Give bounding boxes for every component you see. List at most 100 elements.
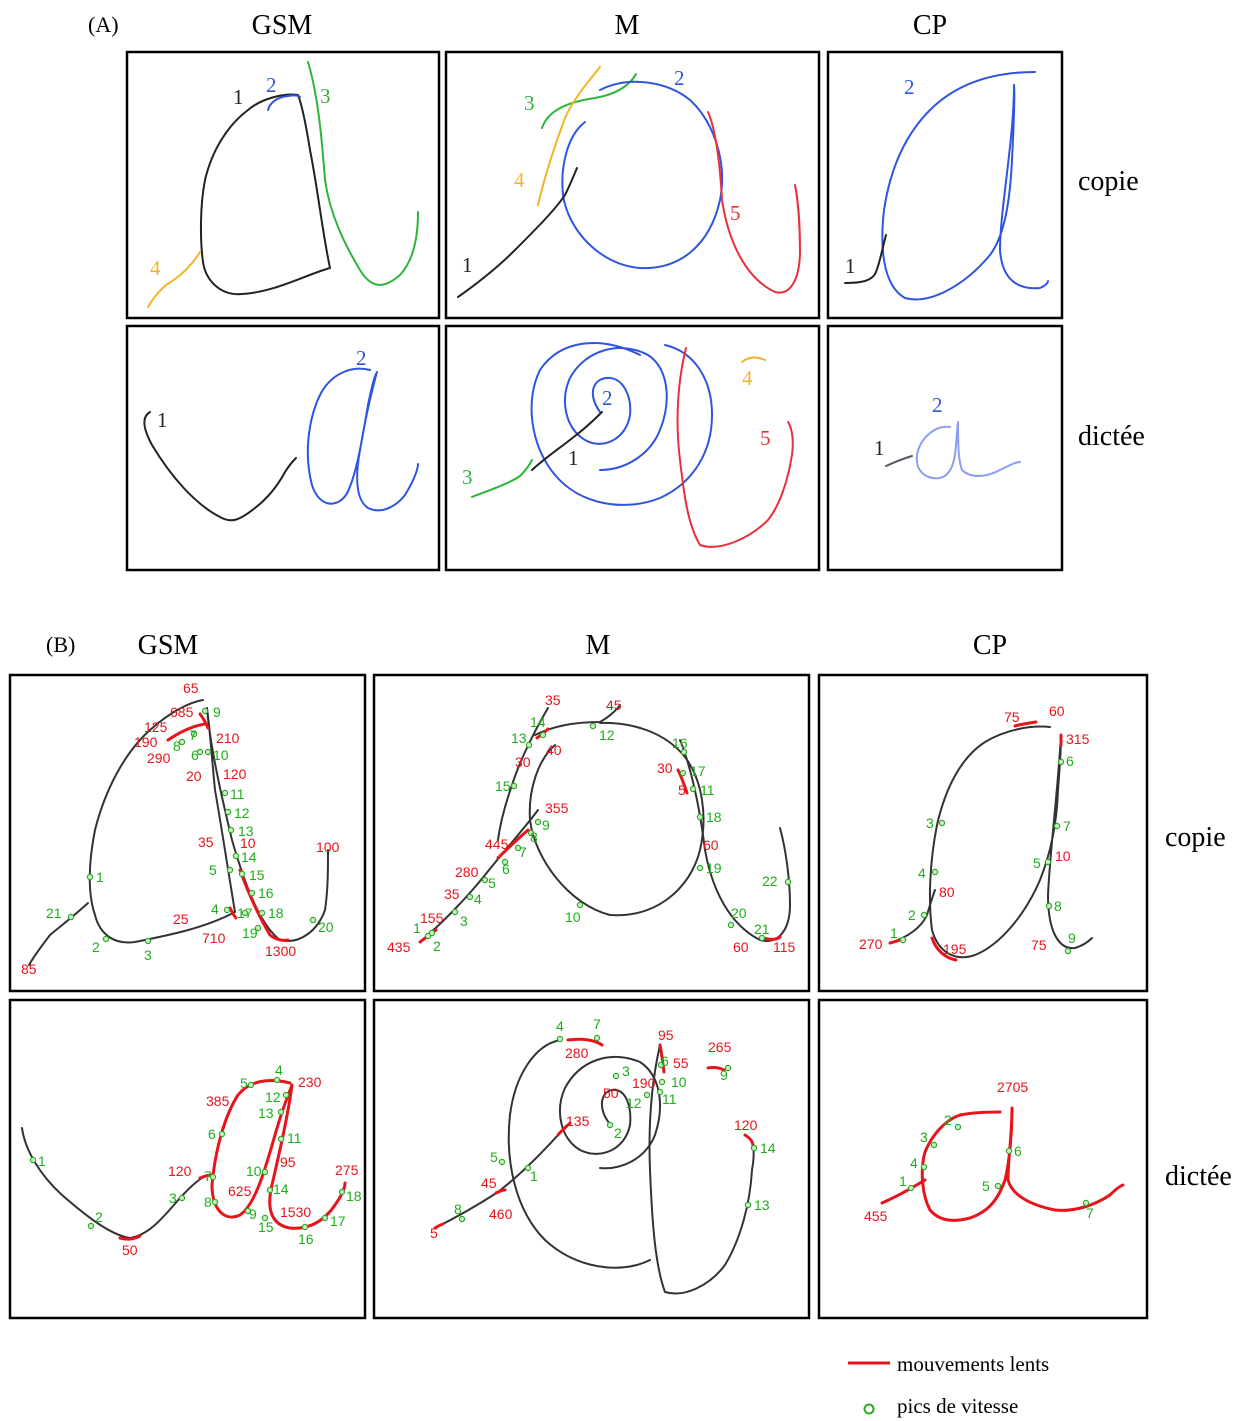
peak-label: 11 (287, 1130, 302, 1146)
slow-labels: 2705 455 (864, 1079, 1028, 1224)
slow-label: 685 (170, 704, 194, 720)
panel-a-gsm-copie: 1 2 3 4 (125, 50, 441, 320)
panel-b-cp-dictee: 2705 455 2 3 6 4 1 5 7 (817, 998, 1149, 1320)
part-a-col-m: M (615, 10, 640, 41)
peak-label: 18 (706, 809, 722, 825)
panel-b-gsm-dictee: 385 230 120 95 625 275 1530 50 4 5 12 13… (8, 998, 367, 1320)
speed-peak (223, 906, 231, 914)
peak-label: 6 (1014, 1143, 1022, 1159)
peak-label: 10 (213, 747, 229, 763)
speed-peak (920, 1163, 928, 1171)
stroke-2 (530, 342, 713, 506)
panel-a-cp-dictee: 2 1 (826, 324, 1064, 572)
speed-peak (593, 1034, 601, 1042)
stroke-number: 3 (462, 465, 473, 489)
slow-label: 270 (859, 936, 883, 952)
peak-label: 4 (910, 1155, 918, 1171)
speed-peak (899, 936, 907, 944)
peak-label: 7 (204, 1168, 212, 1184)
slow-segment (496, 828, 530, 860)
slow-label: 280 (565, 1045, 589, 1061)
speed-peak (29, 1156, 37, 1164)
stroke-2 (881, 71, 1049, 301)
speed-peak (301, 1223, 309, 1231)
panel-b-cp-copie: 75 60 315 10 80 270 195 75 6 3 7 4 5 8 2… (817, 673, 1149, 993)
part-a-label: (A) (88, 12, 119, 37)
peak-label: 10 (671, 1074, 687, 1090)
peak-label: 18 (268, 905, 284, 921)
part-b-label: (B) (46, 632, 75, 657)
speed-peak (643, 1091, 651, 1099)
speed-peak (458, 1215, 466, 1223)
speed-peak (254, 924, 262, 932)
speed-peak (539, 731, 547, 739)
peak-label: 3 (460, 913, 468, 929)
panel-frame (817, 998, 1149, 1320)
slow-segment (556, 1121, 572, 1137)
peak-label: 3 (926, 815, 934, 831)
panel-frame (372, 998, 811, 1320)
slow-label: 275 (335, 1162, 359, 1178)
peak-label: 11 (230, 786, 245, 802)
peak-label: 20 (318, 919, 334, 935)
slow-segment (930, 936, 958, 962)
peak-label: 12 (599, 727, 615, 743)
stroke-5 (707, 111, 801, 294)
peak-label: 17 (237, 905, 253, 921)
peak-label: 8 (204, 1194, 212, 1210)
speed-peak (1082, 1199, 1090, 1207)
peak-label: 3 (144, 947, 152, 963)
stroke-number: 1 (462, 253, 473, 277)
speed-peak (1005, 1147, 1013, 1155)
slow-label: 60 (733, 939, 749, 955)
speed-peak (524, 1164, 532, 1172)
speed-peak (727, 921, 735, 929)
slow-label: 710 (202, 930, 226, 946)
peak-label: 5 (209, 862, 217, 878)
stroke-2 (306, 367, 419, 512)
speed-peak (696, 813, 704, 821)
peak-label: 9 (213, 704, 221, 720)
part-a-col-gsm: GSM (252, 10, 313, 41)
slow-label: 190 (134, 734, 158, 750)
stroke-1 (885, 455, 913, 467)
peak-label: 8 (454, 1201, 462, 1217)
peak-label: 12 (626, 1095, 642, 1111)
legend-peak-label: pics de vitesse (897, 1394, 1018, 1418)
speed-peak (994, 1182, 1002, 1190)
peak-label: 4 (556, 1018, 564, 1034)
speed-peak (1057, 758, 1065, 766)
speed-peak (696, 864, 704, 872)
speed-peak (680, 748, 688, 756)
slow-label: 190 (632, 1075, 656, 1091)
peak-label: 14 (760, 1140, 776, 1156)
slow-label: 210 (216, 730, 240, 746)
slow-label: 50 (122, 1242, 138, 1258)
peak-label: 1 (96, 869, 104, 885)
speed-peak (1053, 822, 1061, 830)
peak-labels: 4 5 12 13 6 11 7 10 14 8 9 15 18 17 16 1… (38, 1062, 362, 1247)
peak-label: 8 (530, 829, 538, 845)
stroke-number: 2 (356, 346, 367, 370)
peak-label: 7 (1086, 1205, 1094, 1221)
slow-segment (433, 1222, 445, 1230)
slow-label: 55 (673, 1055, 689, 1071)
slow-label: 45 (606, 697, 622, 713)
slow-label: 35 (545, 692, 561, 708)
stroke-3 (541, 73, 637, 129)
speed-peak (612, 1072, 620, 1080)
speed-peak (724, 1064, 732, 1072)
speed-peak (87, 1222, 95, 1230)
speed-peak (527, 829, 535, 837)
slow-label: 195 (943, 941, 967, 957)
peak-label: 11 (662, 1091, 677, 1107)
peak-label: 13 (511, 730, 527, 746)
panel-frame (817, 673, 1149, 993)
peak-labels: 4 7 3 6 10 12 11 9 2 14 5 1 8 13 (454, 1016, 776, 1217)
slow-label: 120 (734, 1117, 758, 1133)
peak-label: 17 (330, 1213, 346, 1229)
peak-label: 3 (622, 1063, 630, 1079)
trace (507, 1039, 651, 1269)
peak-label: 4 (918, 865, 926, 881)
slow-segment (228, 906, 238, 920)
